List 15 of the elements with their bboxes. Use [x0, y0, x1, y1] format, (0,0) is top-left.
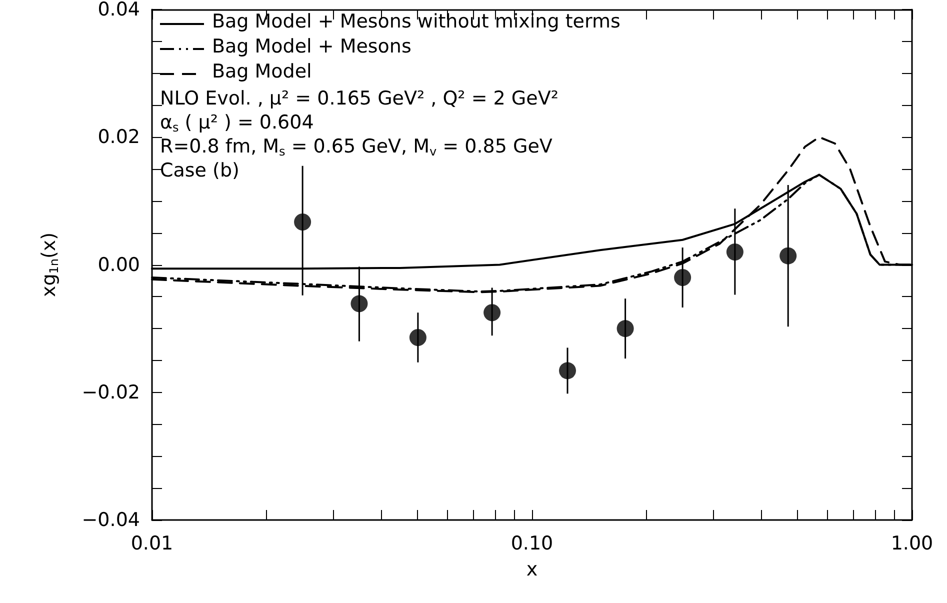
y-tick-label: 0.04 [98, 0, 140, 20]
x-axis-title: x [526, 558, 538, 580]
annotation: Case (b) [160, 160, 240, 182]
x-tick-label: 1.00 [890, 532, 934, 554]
y-tick-label: −0.04 [82, 509, 140, 531]
x-tick-label: 0.01 [130, 532, 174, 554]
x-tick-label: 0.10 [510, 532, 554, 554]
legend-label: Bag Model + Mesons [212, 36, 412, 58]
annotation: NLO Evol. , μ² = 0.165 GeV² , Q² = 2 GeV² [160, 88, 558, 110]
y-tick-label: −0.02 [82, 381, 140, 404]
y-tick-label: 0.00 [98, 254, 140, 276]
legend-label: Bag Model + Mesons without mixing terms [212, 10, 620, 32]
legend-label: Bag Model [212, 60, 312, 82]
y-axis-title: xg1n(x) [38, 232, 61, 298]
y-tick-label: 0.02 [98, 126, 140, 148]
